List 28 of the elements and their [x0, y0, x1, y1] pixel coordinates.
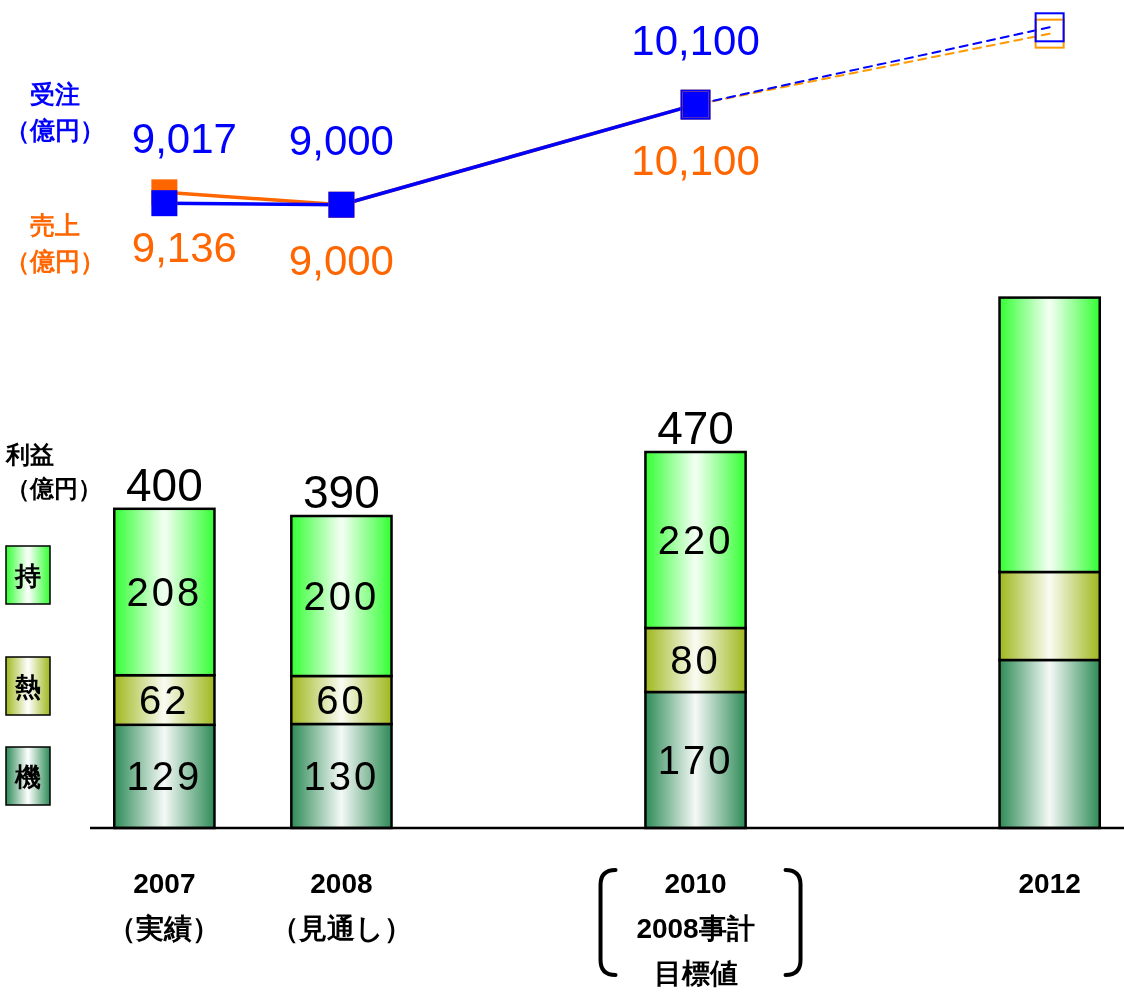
total-label: 470	[657, 402, 734, 454]
data-label: 9,000	[288, 116, 394, 164]
data-label: 62	[139, 678, 190, 722]
text: 受注（億円）	[5, 80, 105, 145]
data-label: 80	[670, 638, 721, 682]
data-label: 9,000	[288, 236, 394, 284]
x-tick-label: 2008 （見通し）	[270, 868, 412, 944]
x-tick-label: 2012	[1018, 868, 1081, 899]
data-label: 9,017	[131, 115, 237, 163]
x-tick-label: 2010 2008事計目標値	[636, 868, 755, 989]
text: 機	[14, 762, 41, 792]
text: 持	[14, 561, 41, 591]
total-label: 400	[125, 458, 203, 511]
data-label: 10,100	[631, 136, 760, 184]
text: 熱	[14, 672, 41, 702]
data-label: 130	[303, 754, 380, 798]
x-tick-label: 2007 （実績）	[108, 868, 221, 944]
total-label: 390	[303, 466, 380, 518]
data-label: 129	[126, 754, 203, 799]
legend-title: 利益（億円）	[5, 441, 102, 502]
data-label: 170	[657, 738, 734, 782]
data-label: 9,136	[131, 224, 237, 272]
data-label: 208	[126, 570, 203, 614]
data-label: 10,100	[631, 16, 760, 64]
data-label: 200	[303, 574, 380, 618]
data-label: 220	[657, 518, 734, 562]
data-label: 60	[316, 678, 367, 722]
series-label: 売上（億円）	[5, 211, 105, 276]
